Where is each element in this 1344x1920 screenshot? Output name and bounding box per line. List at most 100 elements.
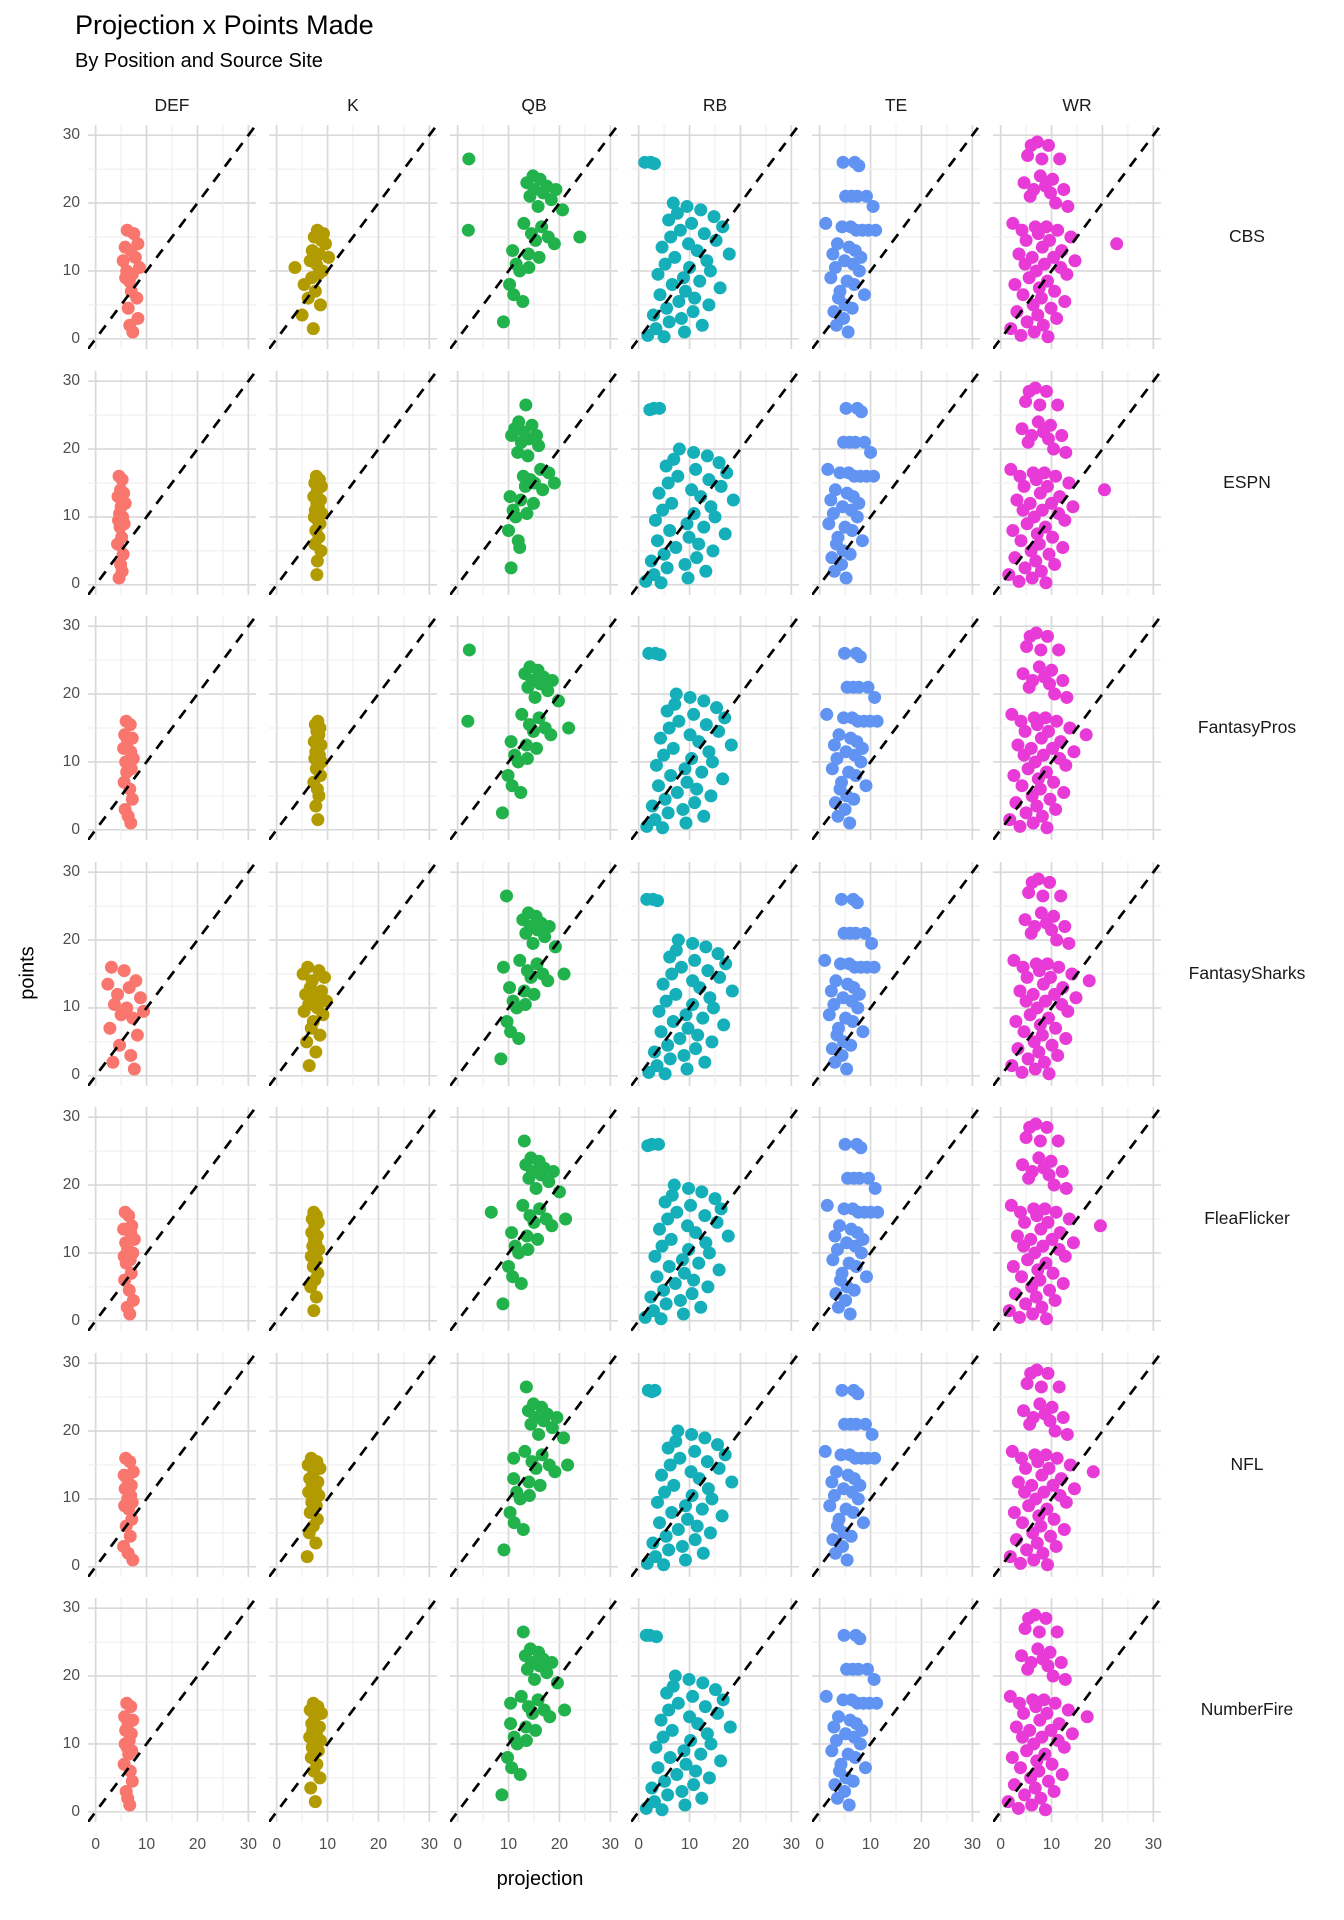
data-point (502, 523, 516, 537)
data-point (1016, 667, 1030, 681)
data-point (514, 1689, 528, 1703)
identity-reference-line (812, 125, 980, 349)
data-point (1034, 564, 1048, 578)
data-point (869, 223, 883, 237)
data-point (664, 1232, 678, 1246)
data-point (684, 1198, 698, 1212)
data-point (852, 1171, 866, 1185)
data-point (1060, 1427, 1074, 1441)
data-point (660, 301, 674, 315)
data-point (125, 1774, 139, 1788)
data-point (667, 1478, 681, 1492)
data-point (852, 159, 866, 173)
data-point (701, 1481, 715, 1495)
column-strip-K: K (347, 95, 359, 115)
data-point (1027, 1034, 1041, 1048)
x-tick-label: 20 (369, 1836, 388, 1853)
identity-reference-line (993, 370, 1161, 595)
facet-panel-NFL-TE (812, 1352, 980, 1577)
data-point (718, 711, 732, 725)
data-point (562, 721, 576, 735)
data-point (656, 977, 670, 991)
data-point (101, 977, 115, 991)
data-point (1045, 922, 1059, 936)
data-point (510, 1000, 524, 1014)
data-point (870, 1696, 884, 1710)
data-point (1034, 905, 1048, 919)
data-point (699, 939, 713, 953)
y-tick-label: 10 (62, 1243, 80, 1261)
data-point (1032, 1151, 1046, 1165)
data-point (830, 1791, 844, 1805)
data-point (1023, 1417, 1037, 1431)
data-point (1031, 1454, 1045, 1468)
column-strip-WR: WR (1062, 95, 1092, 115)
data-point (665, 967, 679, 980)
data-point (701, 963, 715, 977)
data-point (663, 523, 677, 537)
data-point (1018, 1622, 1032, 1636)
y-tick-label: 20 (62, 1421, 80, 1439)
data-point (519, 1379, 533, 1393)
data-point (1028, 1062, 1042, 1076)
data-point (846, 1014, 860, 1028)
data-point (854, 1141, 868, 1155)
data-point (837, 1628, 851, 1642)
data-point (309, 1536, 323, 1550)
data-point (296, 967, 310, 980)
data-point (694, 1747, 708, 1761)
data-point (830, 237, 844, 251)
data-point (690, 550, 704, 564)
data-point (1014, 328, 1028, 342)
data-point (1019, 1297, 1033, 1311)
facet-panel-FantasyPros-K (269, 616, 437, 840)
y-tick-label: 20 (62, 685, 80, 703)
row-strip-NFL: NFL (1230, 1453, 1264, 1474)
row-strip-ESPN: ESPN (1223, 471, 1271, 492)
data-point (523, 189, 537, 203)
data-point (123, 782, 137, 796)
data-point (530, 956, 544, 970)
data-point (1047, 775, 1061, 789)
data-point (827, 1720, 841, 1734)
data-point (1052, 1379, 1066, 1393)
data-point (533, 1478, 547, 1492)
data-point (1025, 571, 1039, 585)
data-point (1003, 1689, 1017, 1703)
facet-panel-NumberFire-WR (993, 1598, 1161, 1822)
data-point (1015, 1270, 1029, 1284)
data-point (507, 288, 521, 302)
data-point (1110, 237, 1124, 251)
data-point (1045, 1232, 1059, 1246)
data-point (706, 1000, 720, 1014)
data-point (1027, 1553, 1041, 1567)
data-point (1029, 472, 1043, 486)
data-point (496, 960, 510, 974)
data-point (695, 1791, 709, 1805)
data-point (854, 1246, 868, 1260)
data-point (725, 983, 739, 997)
data-point (116, 254, 130, 268)
data-point (1042, 547, 1056, 561)
data-point (542, 1175, 556, 1189)
data-point (850, 189, 864, 203)
data-point (1047, 1178, 1061, 1192)
data-point (1025, 875, 1039, 889)
data-point (655, 1239, 669, 1253)
data-point (827, 1488, 841, 1502)
data-point (1039, 575, 1053, 589)
data-point (1016, 1158, 1030, 1172)
data-point (857, 288, 871, 302)
data-point (1013, 1205, 1027, 1219)
data-point (700, 1727, 714, 1741)
data-point (1040, 1120, 1054, 1134)
identity-reference-line (993, 125, 1161, 349)
data-point (1009, 1720, 1023, 1734)
facet-panel-NumberFire-QB (450, 1598, 618, 1822)
data-point (828, 1055, 842, 1069)
data-point (665, 1723, 679, 1737)
data-point (1049, 469, 1063, 483)
identity-reference-line (993, 1598, 1161, 1822)
data-point (649, 1630, 663, 1644)
data-point (656, 503, 670, 517)
